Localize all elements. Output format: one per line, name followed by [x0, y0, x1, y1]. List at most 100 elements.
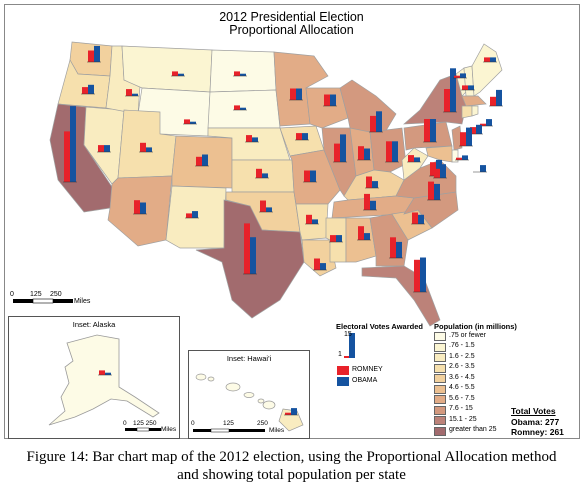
bar-romney-south-carolina: [412, 212, 418, 224]
bar-romney-delaware: [456, 157, 462, 160]
romney-legend-label: ROMNEY: [352, 366, 383, 373]
bar-romney-missouri: [304, 170, 310, 182]
hawaii-scale-unit: Miles: [269, 427, 285, 434]
bar-obama-alaska: [105, 372, 111, 375]
bar-romney-rhode-island: [480, 123, 486, 126]
obama-swatch: [337, 377, 349, 386]
bar-romney-kansas: [256, 168, 262, 178]
population-swatch-5: [434, 384, 446, 394]
state-maryland: [425, 145, 453, 163]
main-scale-unit: Miles: [74, 298, 91, 305]
bar-obama-michigan: [376, 111, 382, 132]
state-newjersey: [451, 125, 463, 151]
bar-obama-texas: [250, 237, 256, 274]
bar-obama-kentucky: [372, 181, 378, 188]
population-swatch-1: [434, 342, 446, 352]
hawaii-scale-label-125: 125: [223, 420, 234, 427]
state-rhodeisland: [471, 105, 479, 117]
bar-obama-west-virginia: [414, 157, 420, 162]
bar-obama-new-jersey: [466, 127, 472, 146]
bar-obama-arkansas: [312, 219, 318, 224]
bar-obama-virginia: [436, 159, 442, 176]
bar-romney-west-virginia: [408, 155, 414, 162]
bar-obama-montana: [178, 73, 184, 76]
bar-obama-south-dakota: [240, 107, 246, 110]
bar-romney-wyoming: [184, 119, 190, 124]
state-massachusetts: [461, 95, 487, 107]
population-class-label-3: 2.6 - 3.5: [449, 363, 475, 370]
bar-obama-wyoming: [190, 121, 196, 124]
bar-romney-oregon: [82, 87, 88, 94]
bar-romney-wisconsin: [324, 94, 330, 106]
state-newyork: [403, 73, 467, 125]
population-swatch-2: [434, 353, 446, 362]
bar-obama-colorado: [202, 154, 208, 166]
alaska-scale-label-0: 0: [123, 420, 127, 427]
alaska-inset-label: Inset: Alaska: [72, 320, 116, 329]
bar-obama-california: [70, 106, 76, 182]
state-maine: [471, 43, 503, 97]
bar-obama-north-carolina: [434, 183, 440, 200]
bar-obama-hawaii: [291, 408, 297, 415]
state-montana: [121, 45, 213, 93]
total-votes-obama: Obama: 277: [511, 417, 560, 427]
population-swatch-6: [434, 395, 446, 404]
electoral-scale-min: 1: [338, 351, 342, 358]
bar-romney-nevada: [98, 145, 104, 152]
population-swatch-8: [434, 416, 446, 425]
hawaii-scale-label-0: 0: [191, 420, 195, 427]
bar-obama-oklahoma: [266, 207, 272, 212]
bar-obama-mississippi: [336, 235, 342, 242]
bar-obama-vermont: [460, 73, 466, 78]
bar-obama-kansas: [262, 173, 268, 178]
population-swatch-0: [434, 332, 446, 341]
population-class-label-4: 3.6 - 4.5: [449, 373, 475, 381]
main-scale-bar: [13, 298, 73, 304]
bar-romney-illinois: [334, 143, 340, 162]
population-swatch-4: [434, 374, 446, 383]
alaska-map: [48, 334, 161, 432]
bar-romney-north-dakota: [234, 71, 240, 76]
bar-obama-new-york: [450, 68, 456, 112]
bar-obama-missouri: [310, 170, 316, 182]
bar-romney-new-mexico: [186, 213, 192, 218]
bar-romney-arizona: [134, 200, 140, 214]
bar-romney-california: [64, 131, 70, 182]
bar-obama-north-dakota: [240, 73, 246, 76]
population-swatch-7: [434, 405, 446, 415]
bar-romney-texas: [244, 223, 250, 274]
bar-romney-idaho: [126, 89, 132, 96]
bar-obama-utah: [146, 147, 152, 152]
bar-romney-iowa: [296, 133, 302, 140]
bar-obama-oregon: [88, 84, 94, 94]
bar-romney-new-hampshire: [462, 85, 468, 90]
bar-obama-florida: [420, 257, 426, 292]
bar-romney-georgia: [390, 237, 396, 258]
bar-romney-indiana: [358, 146, 364, 160]
bar-romney-utah: [140, 142, 146, 152]
bar-romney-arkansas: [306, 214, 312, 224]
bar-obama-minnesota: [296, 88, 302, 100]
electoral-scale-max: 15: [344, 331, 352, 338]
bar-romney-alabama: [358, 226, 364, 240]
bar-romney-louisiana: [314, 258, 320, 270]
bar-romney-new-york: [444, 89, 450, 112]
electoral-legend-title: Electoral Votes Awarded: [336, 322, 423, 331]
bar-obama-delaware: [462, 155, 468, 160]
map-subtitle: Proportional Allocation: [229, 23, 354, 37]
bar-romney-mississippi: [330, 235, 336, 242]
bar-romney-south-dakota: [234, 105, 240, 110]
figure-caption: Figure 14: Bar chart map of the 2012 ele…: [26, 449, 557, 465]
bar-romney-massachusetts: [490, 96, 496, 106]
population-class-label-2: 1.6 - 2.5: [449, 352, 475, 360]
bar-romney-florida: [414, 259, 420, 292]
bar-obama-rhode-island: [486, 119, 492, 126]
population-class-label-5: 4.6 - 5.5: [449, 384, 475, 391]
bar-obama-idaho: [132, 93, 138, 96]
bar-romney-tennessee: [364, 193, 370, 210]
electoral-vote-bars: [63, 45, 503, 293]
alaska-scale-unit: Miles: [161, 426, 177, 433]
bar-obama-south-carolina: [418, 214, 424, 224]
hawaii-inset: Inset: Hawai'i 0 125 250 Miles: [188, 350, 310, 439]
bar-romney-kentucky: [366, 176, 372, 188]
